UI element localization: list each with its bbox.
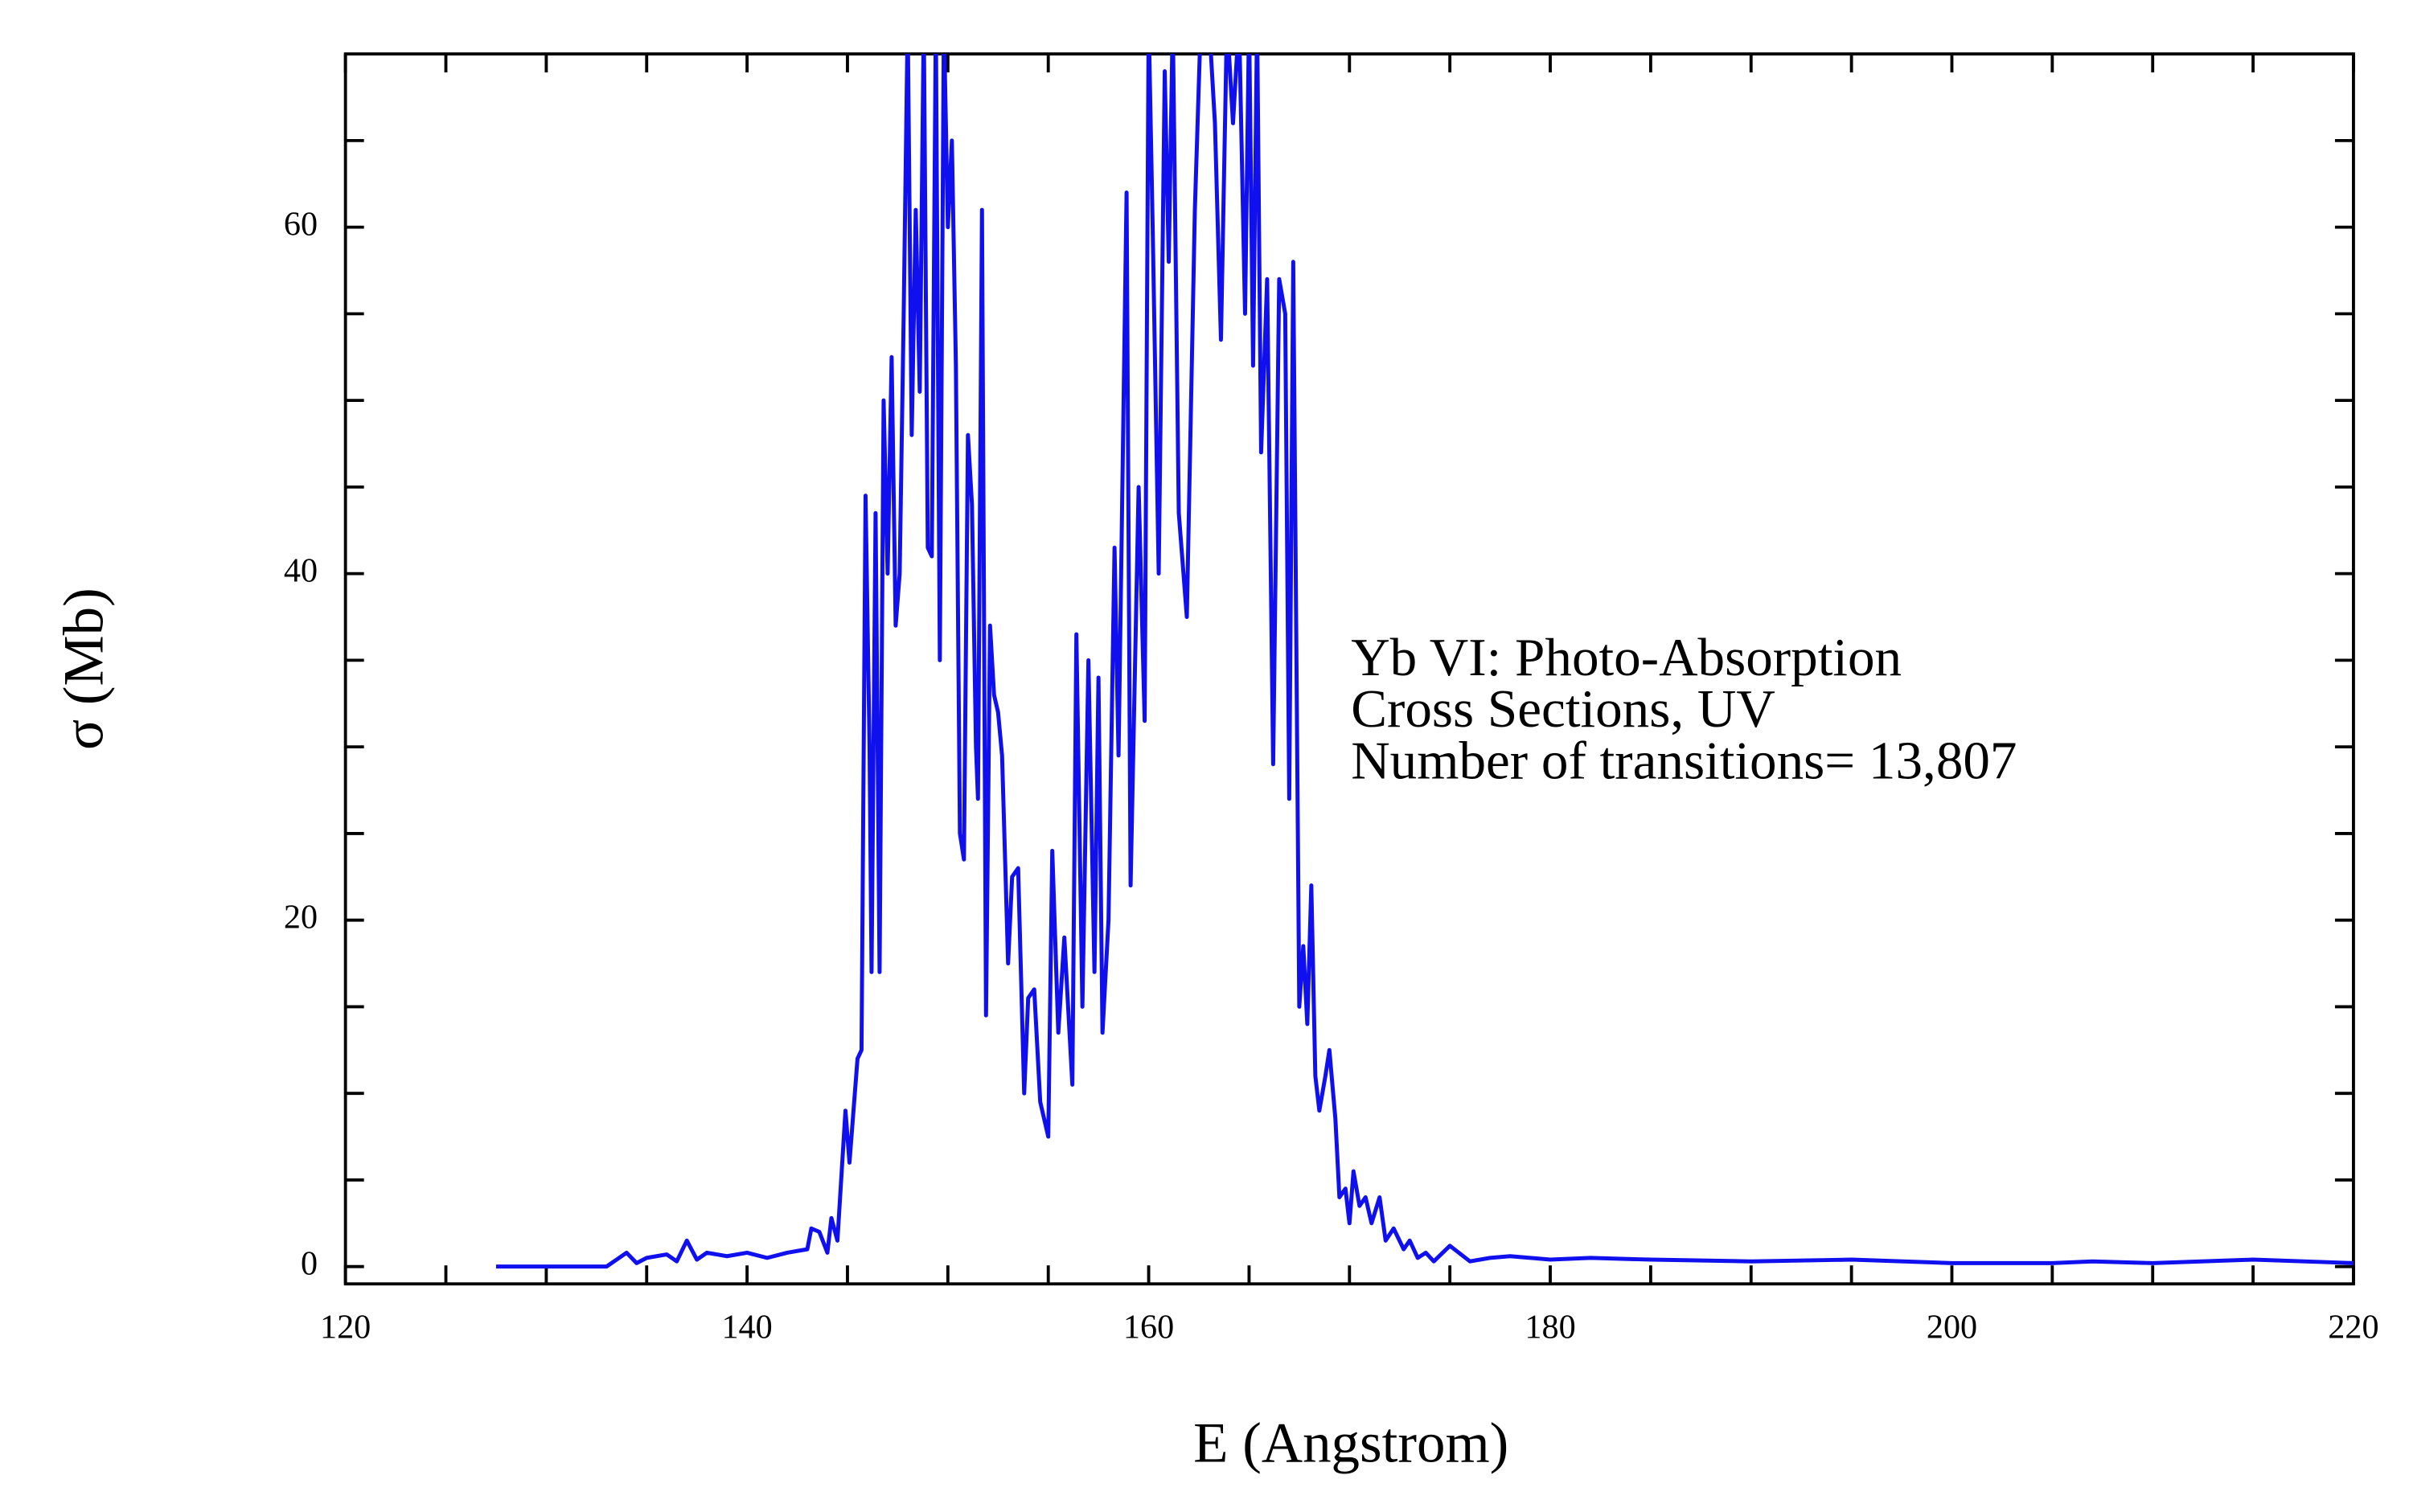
- annotation: Yb VI: Photo-Absorption: [1351, 627, 1902, 687]
- x-tick-label: 180: [1525, 1308, 1575, 1346]
- y-tick-label: 40: [284, 551, 318, 589]
- y-tick-label: 20: [284, 898, 318, 936]
- x-tick-label: 160: [1123, 1308, 1174, 1346]
- y-tick-label: 60: [284, 205, 318, 243]
- y-axis-label: σ (Mb): [53, 588, 116, 750]
- x-tick-label: 200: [1927, 1308, 1977, 1346]
- annotation: Number of transitions= 13,807: [1351, 730, 2017, 790]
- y-tick-label: 0: [301, 1244, 318, 1282]
- spectrum-line: [495, 54, 2354, 1269]
- plot-frame: [343, 52, 2355, 1286]
- x-tick-label: 140: [721, 1308, 772, 1346]
- x-axis-label: E (Angstrom): [1193, 1412, 1508, 1475]
- x-tick-label: 120: [320, 1308, 371, 1346]
- annotation: Cross Sections, UV: [1351, 678, 1775, 739]
- x-tick-label: 220: [2328, 1308, 2378, 1346]
